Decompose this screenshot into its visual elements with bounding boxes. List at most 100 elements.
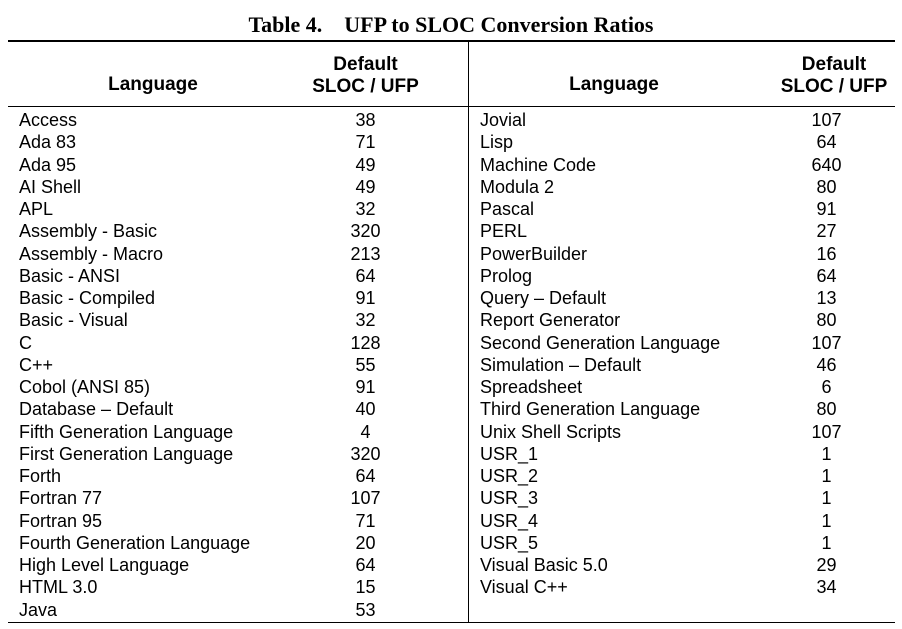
column-divider: [468, 42, 469, 622]
table-row: Modula 2 80: [469, 176, 895, 198]
table-row: Access 38: [8, 109, 468, 131]
ratio-cell: 91: [816, 199, 837, 219]
table-row: Ada 95 49: [8, 154, 468, 176]
ratio-cell: 64: [355, 265, 376, 286]
table-row: Simulation – Default 46: [469, 354, 895, 376]
language-column-header: Language: [569, 74, 659, 95]
table-row: C++ 55: [8, 354, 468, 376]
table-row: Basic - Visual 32: [8, 309, 468, 331]
table-row: Machine Code 640: [469, 154, 895, 176]
table-right-half: Language Default SLOC / UFP Jovial 107 Lis…: [469, 42, 895, 622]
table-row: APL 32: [8, 198, 468, 220]
language-cell: Basic - Compiled: [19, 288, 156, 308]
language-cell: Third Generation Language: [480, 399, 701, 420]
language-cell: Visual C++: [480, 577, 568, 598]
language-cell: Jovial: [480, 110, 527, 130]
default-ratio-column-header: Default SLOC / UFP: [759, 54, 902, 98]
default-header-line1: Default: [801, 54, 867, 75]
language-cell: Basic - ANSI: [19, 265, 121, 286]
ratio-cell: 1: [821, 488, 832, 509]
ratio-cell: 13: [816, 288, 837, 308]
ratio-cell: 49: [355, 176, 376, 197]
ratio-cell: 320: [350, 221, 381, 242]
ratio-cell: 40: [355, 399, 376, 420]
ratio-cell: 320: [350, 443, 381, 464]
table-header-right: Language Default SLOC / UFP: [469, 42, 895, 107]
ratio-cell: 71: [355, 510, 376, 531]
language-cell: Fortran 77: [19, 488, 103, 509]
language-cell: Access: [19, 110, 78, 130]
language-cell: Basic - Visual: [19, 310, 128, 331]
table-row: Database – Default 40: [8, 398, 468, 420]
table-row: Fifth Generation Language 4: [8, 421, 468, 443]
table-body-right: Jovial 107 Lisp 64 Machine Code 640 Modula 2 80…: [469, 109, 895, 599]
table-row: PERL 27: [469, 220, 895, 242]
ratio-cell: 64: [355, 555, 376, 575]
conversion-table: Language Default SLOC / UFP Access 38 Ada …: [8, 40, 895, 623]
language-cell: Prolog: [480, 265, 533, 286]
table-row: Spreadsheet 6: [469, 376, 895, 398]
language-cell: Assembly - Basic: [19, 221, 158, 242]
ratio-cell: 15: [355, 577, 376, 598]
table-row: USR_5 1: [469, 532, 895, 554]
ratio-cell: 29: [816, 555, 837, 575]
language-cell: USR_3: [480, 488, 539, 509]
table-row: Fourth Generation Language 20: [8, 532, 468, 554]
language-cell: High Level Language: [19, 555, 190, 575]
table-title: Table 4. UFP to SLOC Conversion Ratios: [248, 12, 654, 37]
ratio-cell: 107: [811, 332, 842, 353]
table-row: Query – Default 13: [469, 287, 895, 309]
language-cell: Query – Default: [480, 288, 607, 308]
ratio-cell: 1: [821, 443, 832, 464]
ratio-cell: 80: [816, 310, 837, 331]
table-row: HTML 3.0 15: [8, 576, 468, 598]
ratio-cell: 32: [355, 310, 376, 331]
table-row: USR_2 1: [469, 465, 895, 487]
table-row: Prolog 64: [469, 265, 895, 287]
language-cell: Fortran 95: [19, 510, 103, 531]
ratio-cell: 27: [816, 221, 837, 242]
table-row: Assembly - Basic 320: [8, 220, 468, 242]
language-cell: Forth: [19, 466, 62, 486]
language-cell: AI Shell: [19, 176, 82, 197]
language-cell: PERL: [480, 221, 528, 242]
ratio-cell: 55: [355, 354, 376, 375]
language-cell: Simulation – Default: [480, 354, 642, 375]
table-left-half: Language Default SLOC / UFP Access 38 Ada …: [8, 42, 468, 622]
ratio-cell: 1: [821, 466, 832, 486]
ratio-cell: 213: [350, 243, 381, 264]
ratio-cell: 53: [355, 599, 376, 620]
language-cell: Report Generator: [480, 310, 621, 331]
language-cell: Assembly - Macro: [19, 243, 164, 264]
language-cell: Ada 83: [19, 132, 77, 153]
language-cell: APL: [19, 199, 54, 219]
language-cell: USR_1: [480, 443, 539, 464]
ratio-cell: 71: [355, 132, 376, 153]
language-cell: USR_4: [480, 510, 539, 531]
ratio-cell: 107: [811, 110, 842, 130]
ratio-cell: 64: [816, 265, 837, 286]
language-cell: Visual Basic 5.0: [480, 555, 608, 575]
table-row: Lisp 64: [469, 131, 895, 153]
language-cell: Spreadsheet: [480, 377, 583, 397]
ratio-cell: 46: [816, 354, 837, 375]
ratio-cell: 107: [811, 421, 842, 442]
table-body-left: Access 38 Ada 83 71 Ada 95 49 AI Shell 49 APL 32 A…: [8, 109, 468, 621]
ratio-cell: 64: [816, 132, 837, 153]
ratio-cell: 4: [360, 421, 371, 442]
table-row: First Generation Language 320: [8, 443, 468, 465]
language-cell: USR_2: [480, 466, 539, 486]
table-row: PowerBuilder 16: [469, 243, 895, 265]
language-cell: Lisp: [480, 132, 514, 153]
ratio-cell: 80: [816, 399, 837, 420]
ratio-cell: 640: [811, 154, 842, 175]
table-row: Fortran 95 71: [8, 510, 468, 532]
ratio-cell: 1: [821, 510, 832, 531]
language-cell: Database – Default: [19, 399, 174, 420]
table-row: USR_4 1: [469, 510, 895, 532]
language-cell: C++: [19, 354, 54, 375]
table-row: Java 53: [8, 599, 468, 621]
table-row: Pascal 91: [469, 198, 895, 220]
table-row: Unix Shell Scripts 107: [469, 421, 895, 443]
table-row: Report Generator 80: [469, 309, 895, 331]
